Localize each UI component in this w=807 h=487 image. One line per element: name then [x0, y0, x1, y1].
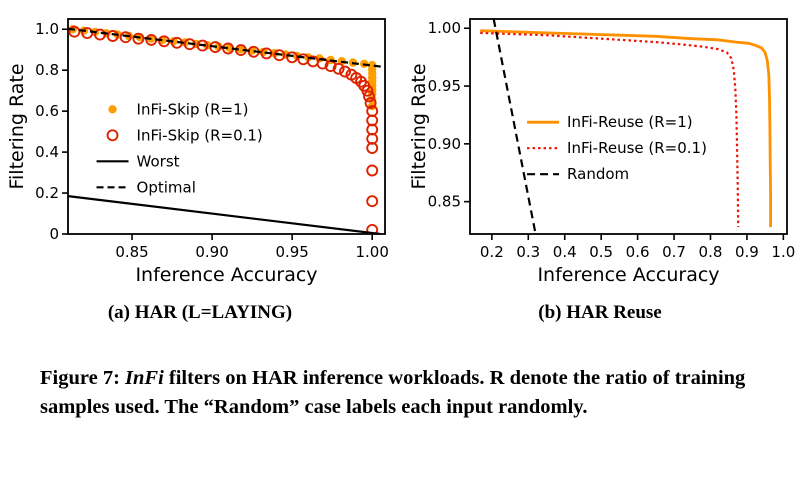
- x-tick-label: 0.95: [275, 243, 308, 261]
- y-tick-label: 0.95: [428, 77, 461, 95]
- series-3: [68, 27, 385, 69]
- x-axis-label: Inference Accuracy: [537, 264, 719, 286]
- y-tick-label: 1.0: [35, 20, 59, 38]
- subcaption-a: (a) HAR (L=LAYING): [107, 302, 293, 323]
- x-tick-label: 0.7: [662, 243, 686, 261]
- legend-label: InFi-Reuse (R=0.1): [567, 139, 707, 157]
- x-tick-label: 0.4: [553, 243, 577, 261]
- y-tick-label: 0.85: [428, 193, 461, 211]
- series-0: [480, 29, 773, 228]
- x-tick-label: 1.00: [355, 243, 388, 261]
- subcaption-b: (b) HAR Reuse: [538, 302, 662, 323]
- chart-har-laying-canvas: 0.85 0.90 0.95 1.00 0 0.2 0.4 0.6 0.8 1.0 Inferenc…: [6, 18, 389, 286]
- x-axis-label: Inference Accuracy: [135, 264, 317, 286]
- caption-text: filters on HAR inference workloads. R de…: [40, 367, 746, 419]
- axis-ticks: 0.85 0.90 0.95 1.00 0 0.2 0.4 0.6 0.8 1.0: [35, 20, 389, 261]
- x-tick-label: 0.6: [626, 243, 650, 261]
- axis-ticks: 0.2 0.3 0.4 0.5 0.6 0.7 0.8 0.9 1.0 0.85 0.90 0.95 1…: [428, 19, 796, 261]
- legend-label: InFi-Reuse (R=1): [567, 113, 693, 131]
- y-tick-label: 1.00: [428, 19, 461, 37]
- y-tick-label: 0.4: [35, 143, 59, 161]
- legend-label: Random: [567, 165, 629, 183]
- series-layer: [68, 25, 385, 234]
- caption-emph: InFi: [125, 367, 164, 389]
- legend-label: Worst: [137, 152, 180, 170]
- legend-label: Optimal: [137, 178, 196, 196]
- chart-har-laying: 0.85 0.90 0.95 1.00 0 0.2 0.4 0.6 0.8 1.0 Inferenc…: [6, 10, 398, 288]
- x-tick-label: 0.85: [115, 243, 148, 261]
- figure-charts-row: 0.85 0.90 0.95 1.00 0 0.2 0.4 0.6 0.8 1.0 Inferenc…: [6, 10, 800, 288]
- y-axis-label: Filtering Rate: [6, 63, 28, 189]
- x-tick-label: 0.9: [735, 243, 759, 261]
- series-2: [68, 195, 381, 234]
- legend: InFi-Skip (R=1) InFi-Skip (R=0.1) Worst Opt…: [96, 100, 263, 196]
- subcaptions-row: (a) HAR (L=LAYING) (b) HAR Reuse: [0, 302, 807, 324]
- y-tick-label: 0.90: [428, 135, 461, 153]
- x-tick-label: 0.3: [516, 243, 540, 261]
- x-tick-label: 0.8: [699, 243, 723, 261]
- x-tick-label: 1.0: [771, 243, 795, 261]
- y-tick-label: 0.6: [35, 102, 59, 120]
- y-axis-label: Filtering Rate: [408, 63, 430, 189]
- legend-label: InFi-Skip (R=1): [137, 100, 249, 118]
- chart-har-reuse: 0.2 0.3 0.4 0.5 0.6 0.7 0.8 0.9 1.0 0.85 0.90 0.95 1…: [408, 10, 800, 288]
- x-tick-label: 0.5: [589, 243, 613, 261]
- x-tick-label: 0.2: [480, 243, 504, 261]
- legend: InFi-Reuse (R=1) InFi-Reuse (R=0.1) Random: [527, 113, 707, 183]
- series-1: [480, 31, 740, 228]
- caption-label: Figure 7:: [40, 367, 126, 389]
- plot-frame: [67, 18, 386, 235]
- plot-frame: [469, 18, 788, 235]
- x-tick-label: 0.90: [195, 243, 228, 261]
- y-tick-label: 0: [49, 225, 59, 243]
- series-0: [68, 25, 377, 111]
- y-tick-label: 0.2: [35, 184, 59, 202]
- figure-caption: Figure 7: InFi filters on HAR inference …: [40, 364, 779, 422]
- legend-label: InFi-Skip (R=0.1): [137, 126, 263, 144]
- y-tick-label: 0.8: [35, 61, 59, 79]
- chart-har-reuse-canvas: 0.2 0.3 0.4 0.5 0.6 0.7 0.8 0.9 1.0 0.85 0.90 0.95 1…: [408, 18, 796, 286]
- series-2: [492, 19, 537, 234]
- series-layer: [480, 19, 773, 234]
